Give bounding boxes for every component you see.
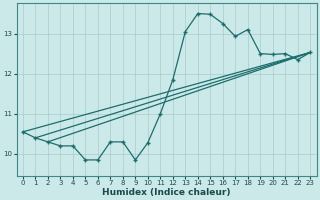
X-axis label: Humidex (Indice chaleur): Humidex (Indice chaleur)	[102, 188, 231, 197]
